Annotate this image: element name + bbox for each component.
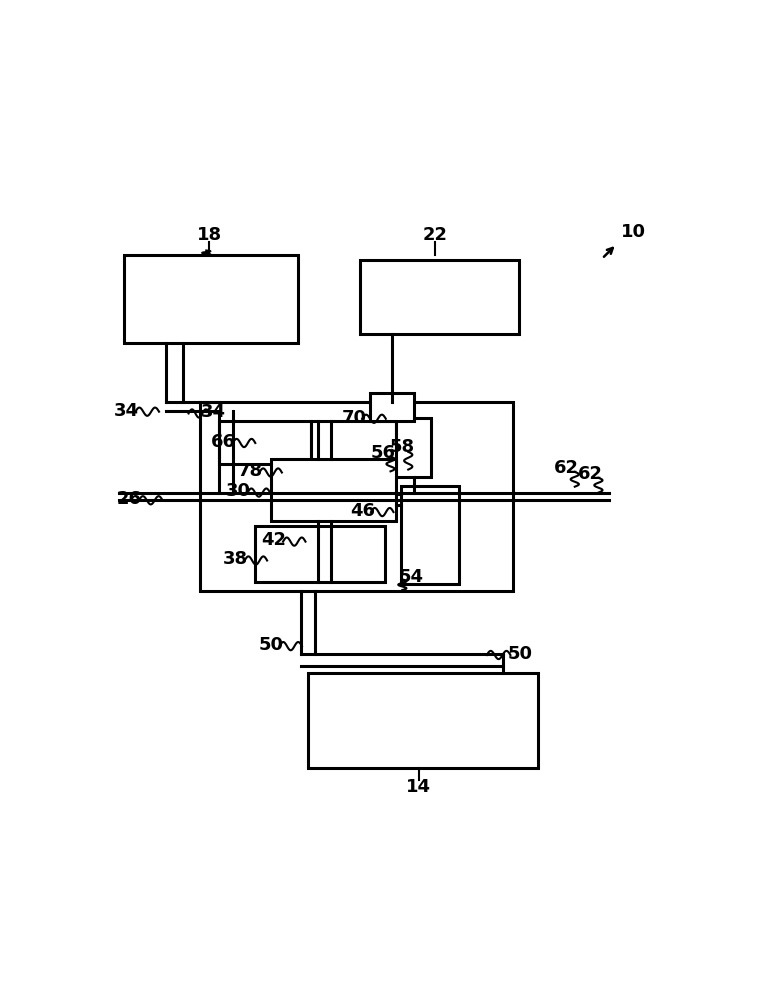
Text: 50: 50 bbox=[508, 645, 533, 663]
Bar bbox=[255, 526, 385, 582]
Bar bbox=[311, 421, 396, 464]
Bar bbox=[401, 486, 459, 584]
Text: 26: 26 bbox=[117, 490, 142, 508]
Text: 34: 34 bbox=[201, 403, 226, 421]
Bar bbox=[308, 673, 538, 768]
Text: 50: 50 bbox=[258, 636, 283, 654]
Text: 56: 56 bbox=[370, 444, 395, 462]
Text: 18: 18 bbox=[197, 226, 222, 244]
Text: 42: 42 bbox=[261, 531, 287, 549]
Text: 46: 46 bbox=[351, 502, 375, 520]
Text: 66: 66 bbox=[211, 433, 236, 451]
Text: 38: 38 bbox=[223, 550, 248, 568]
Bar bbox=[370, 393, 415, 421]
Bar bbox=[123, 255, 298, 343]
Text: 14: 14 bbox=[406, 778, 431, 796]
Text: 34: 34 bbox=[114, 402, 139, 420]
Bar bbox=[360, 260, 519, 334]
Text: 62: 62 bbox=[554, 459, 579, 477]
Bar bbox=[219, 421, 311, 464]
Text: 54: 54 bbox=[399, 568, 424, 586]
Text: 62: 62 bbox=[578, 465, 603, 483]
Text: 58: 58 bbox=[390, 438, 415, 456]
Bar bbox=[200, 402, 514, 591]
Text: 10: 10 bbox=[621, 223, 646, 241]
Text: 22: 22 bbox=[422, 226, 447, 244]
Bar bbox=[271, 459, 396, 521]
Text: 70: 70 bbox=[341, 409, 367, 427]
Text: 30: 30 bbox=[226, 482, 251, 500]
Text: 78: 78 bbox=[238, 462, 263, 480]
Bar bbox=[396, 418, 431, 477]
